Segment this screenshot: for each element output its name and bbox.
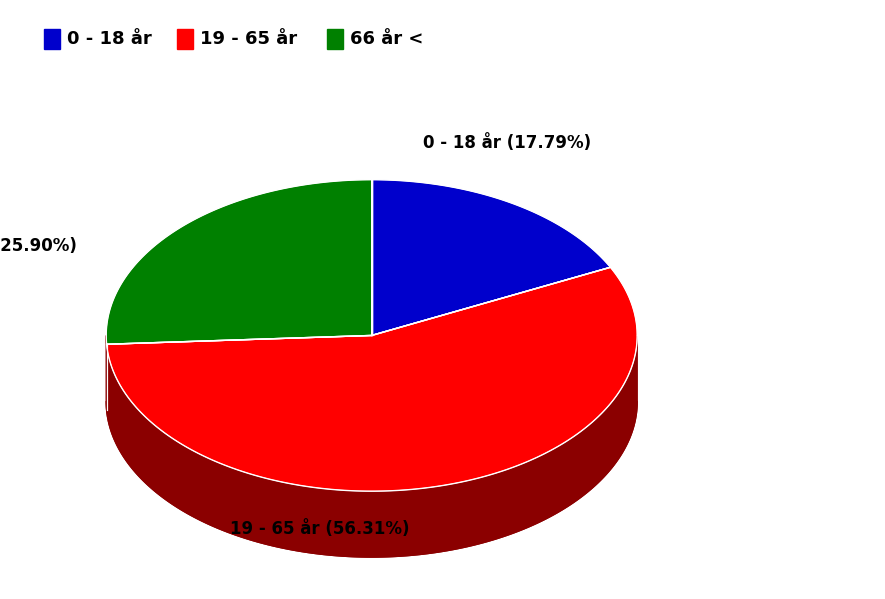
- Bar: [44, 29, 60, 49]
- Text: 0 - 18 år: 0 - 18 år: [67, 30, 152, 48]
- Text: 19 - 65 år (56.31%): 19 - 65 år (56.31%): [230, 520, 410, 538]
- Text: 19 - 65 år: 19 - 65 år: [200, 30, 297, 48]
- Polygon shape: [372, 180, 611, 335]
- Bar: [177, 29, 193, 49]
- Text: 0 - 18 år (17.79%): 0 - 18 år (17.79%): [423, 134, 591, 152]
- Polygon shape: [106, 267, 637, 491]
- Polygon shape: [106, 335, 637, 557]
- Bar: [327, 29, 343, 49]
- Polygon shape: [106, 401, 637, 557]
- Polygon shape: [106, 180, 372, 344]
- Text: 66 år < (25.90%): 66 år < (25.90%): [0, 237, 77, 255]
- Text: 66 år <: 66 år <: [350, 30, 424, 48]
